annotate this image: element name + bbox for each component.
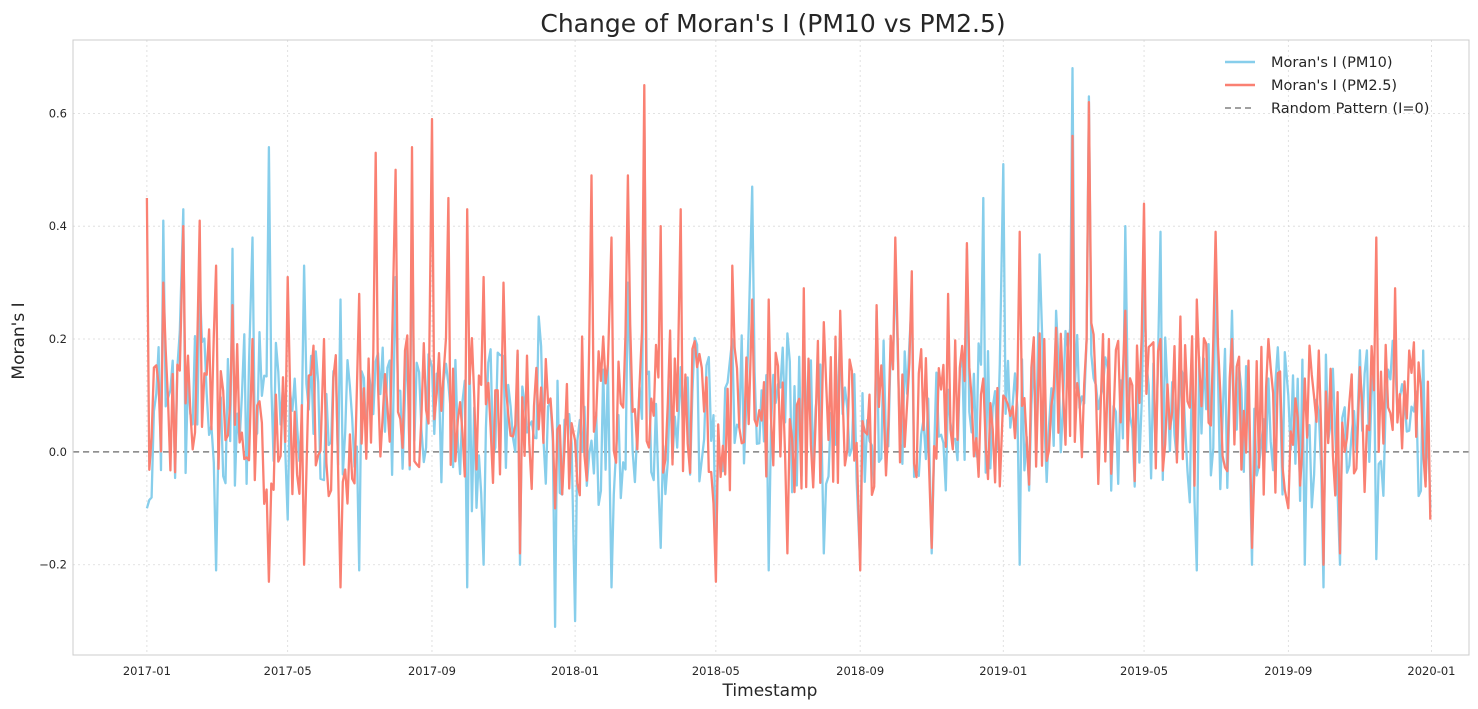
x-tick-label: 2019-09 xyxy=(1264,664,1312,678)
x-tick-label: 2019-05 xyxy=(1120,664,1168,678)
x-tick-label: 2018-01 xyxy=(551,664,599,678)
legend-label-pm10: Moran's I (PM10) xyxy=(1271,55,1392,71)
plot-frame xyxy=(72,39,1470,656)
x-axis-label: Timestamp xyxy=(722,681,818,701)
x-tick-label: 2017-05 xyxy=(264,664,312,678)
y-tick-label: 0.0 xyxy=(49,445,67,459)
y-tick-label: −0.2 xyxy=(39,558,67,572)
chart-title: Change of Moran's I (PM10 vs PM2.5) xyxy=(540,9,1005,38)
x-tick-label: 2020-01 xyxy=(1407,664,1455,678)
legend-label-random-pattern: Random Pattern (I=0) xyxy=(1271,101,1429,117)
series-line-pm25 xyxy=(145,83,1432,589)
y-axis-ticks: −0.2 0.0 0.2 0.4 0.6 xyxy=(39,106,67,571)
x-tick-label: 2017-09 xyxy=(408,664,456,678)
y-tick-label: 0.2 xyxy=(49,332,67,346)
legend-label-pm25: Moran's I (PM2.5) xyxy=(1271,78,1397,94)
x-tick-label: 2018-05 xyxy=(692,664,740,678)
legend: Moran's I (PM10) Moran's I (PM2.5) Rando… xyxy=(1225,55,1429,117)
y-tick-label: 0.6 xyxy=(49,106,67,120)
y-axis-label: Moran's I xyxy=(9,302,29,379)
x-tick-label: 2018-09 xyxy=(836,664,884,678)
x-tick-label: 2019-01 xyxy=(979,664,1027,678)
series-layer xyxy=(145,67,1432,628)
x-axis-ticks: 2017-01 2017-05 2017-09 2018-01 2018-05 2018-… xyxy=(123,664,1456,678)
x-tick-label: 2017-01 xyxy=(123,664,171,678)
y-tick-label: 0.4 xyxy=(49,219,67,233)
